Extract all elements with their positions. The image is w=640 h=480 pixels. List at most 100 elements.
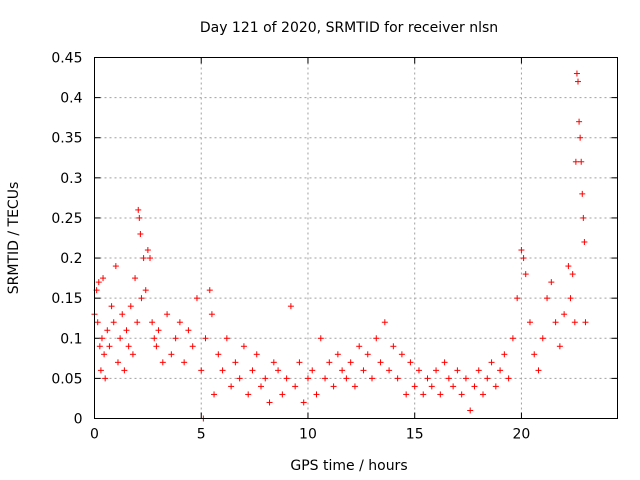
data-point [112,263,119,270]
data-point [480,391,487,398]
data-point [159,359,166,366]
data-point [228,383,235,390]
data-point [110,319,117,326]
data-point [95,279,102,286]
data-point [581,239,588,246]
data-point [262,375,269,382]
data-point [279,391,286,398]
data-point [343,375,350,382]
data-point [108,303,115,310]
grid-layer [94,57,618,419]
data-point [249,367,256,374]
data-point [330,383,337,390]
data-point [117,335,124,342]
data-point [467,407,474,414]
data-point [129,351,136,358]
data-point [309,367,316,374]
data-point [531,351,538,358]
data-point [232,359,239,366]
data-point [445,375,452,382]
data-point [253,351,260,358]
data-point [364,351,371,358]
data-point [462,375,469,382]
data-point [164,311,171,318]
data-point [96,343,103,350]
data-point [373,335,380,342]
y-tick-label: 0 [74,412,83,428]
y-tick-label: 0.4 [60,91,82,107]
data-point [189,343,196,350]
data-point [104,327,111,334]
data-point [206,287,213,294]
data-point [571,319,578,326]
data-point [437,391,444,398]
x-tick-label: 10 [299,427,317,443]
data-point [135,206,142,213]
data-point [544,295,551,302]
y-tick-label: 0.15 [51,291,82,307]
chart-title: Day 121 of 2020, SRMTID for receiver nls… [200,20,498,36]
data-point [458,391,465,398]
data-point [577,134,584,141]
data-point [556,343,563,350]
data-point [575,78,582,85]
data-point [322,375,329,382]
data-point [535,367,542,374]
data-point [245,391,252,398]
data-point [266,399,273,406]
data-point [219,367,226,374]
data-point [127,303,134,310]
data-point [484,375,491,382]
x-tick-label: 0 [90,427,99,443]
data-point [433,367,440,374]
data-point [121,367,128,374]
data-point [144,247,151,254]
data-point [185,327,192,334]
data-point [369,375,376,382]
data-point [202,335,209,342]
data-point [488,359,495,366]
data-point [569,271,576,278]
data-point [580,214,587,221]
data-point [123,327,130,334]
data-point [522,271,529,278]
data-point [450,383,457,390]
data-point [518,247,525,254]
data-point [147,255,154,262]
data-point [198,367,205,374]
data-point [561,311,568,318]
data-point [411,383,418,390]
data-point [471,383,478,390]
y-tick-label: 0.25 [51,211,82,227]
data-point [142,287,149,294]
data-point [424,375,431,382]
data-point [582,319,589,326]
data-point [296,359,303,366]
data-point [132,275,139,282]
data-point [415,367,422,374]
data-point [300,399,307,406]
data-point [407,359,414,366]
data-point [398,351,405,358]
data-point [567,295,574,302]
data-point [193,295,200,302]
data-point [334,351,341,358]
data-point [283,375,290,382]
data-point [572,158,579,165]
data-point [377,359,384,366]
data-point [497,367,504,374]
data-point [270,359,277,366]
data-point [101,351,108,358]
data-point [119,311,126,318]
data-point [579,190,586,197]
data-point [304,375,311,382]
data-point [454,367,461,374]
data-point [94,319,101,326]
data-point [138,295,145,302]
data-point [97,367,104,374]
data-point [153,343,160,350]
data-point [137,230,144,237]
data-point [339,367,346,374]
data-point [176,319,183,326]
